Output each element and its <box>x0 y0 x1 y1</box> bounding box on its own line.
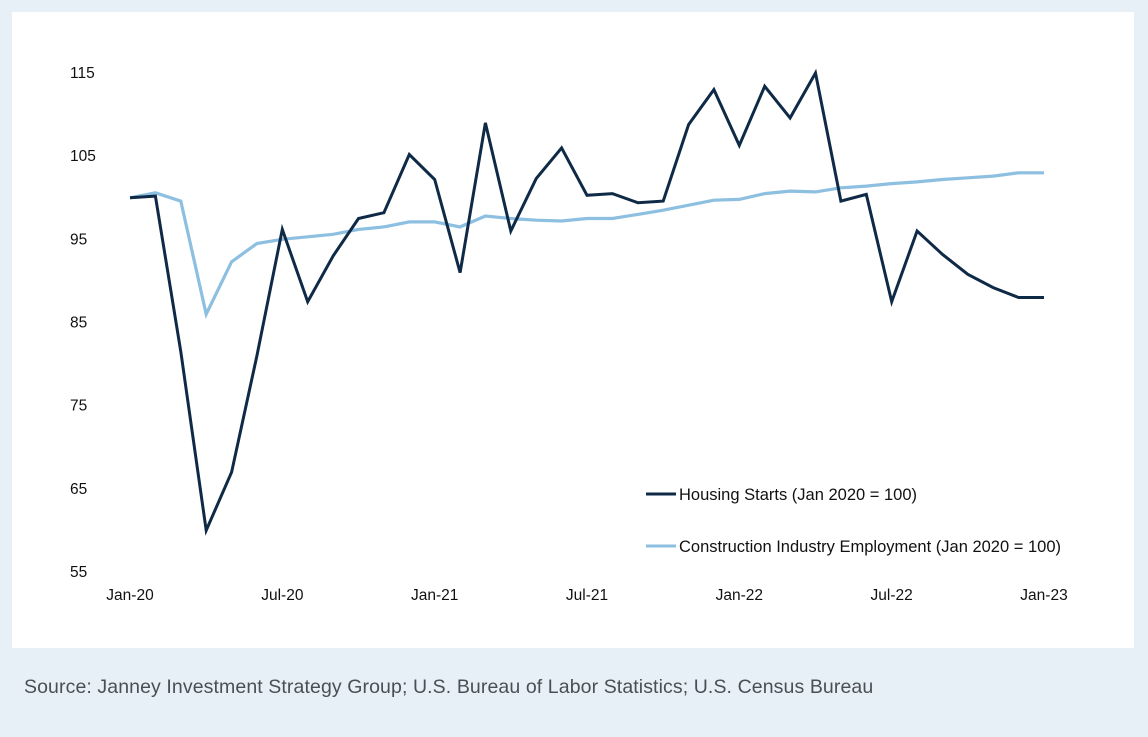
series-line-construction-employment <box>129 171 1044 320</box>
x-tick-label: Jul-22 <box>871 587 913 604</box>
x-tick-label: Jan-20 <box>106 587 154 604</box>
line-chart: 115 105 95 85 75 65 55 Jan-20 Jul-20 Jan-21 Jul-21… <box>70 65 1068 604</box>
y-tick-label: 55 <box>70 564 87 581</box>
y-tick-label: 75 <box>70 398 87 415</box>
x-tick-label: Jan-22 <box>716 587 763 604</box>
legend-label: Construction Industry Employment (Jan 20… <box>679 538 1061 556</box>
x-tick-label: Jul-21 <box>566 587 608 604</box>
legend-label: Housing Starts (Jan 2020 = 100) <box>679 486 917 504</box>
series-line-housing-starts <box>129 68 1044 536</box>
y-tick-label: 85 <box>70 315 87 332</box>
chart-panel: 115 105 95 85 75 65 55 Jan-20 Jul-20 Jan-21 Jul-21… <box>12 12 1134 648</box>
y-tick-label: 95 <box>70 231 87 248</box>
y-tick-label: 115 <box>70 65 95 82</box>
x-tick-label: Jan-21 <box>411 587 458 604</box>
source-note: Source: Janney Investment Strategy Group… <box>24 676 874 698</box>
x-tick-label: Jan-23 <box>1020 587 1067 604</box>
x-tick-label: Jul-20 <box>261 587 304 604</box>
y-tick-label: 105 <box>70 148 96 165</box>
y-tick-label: 65 <box>70 481 87 498</box>
